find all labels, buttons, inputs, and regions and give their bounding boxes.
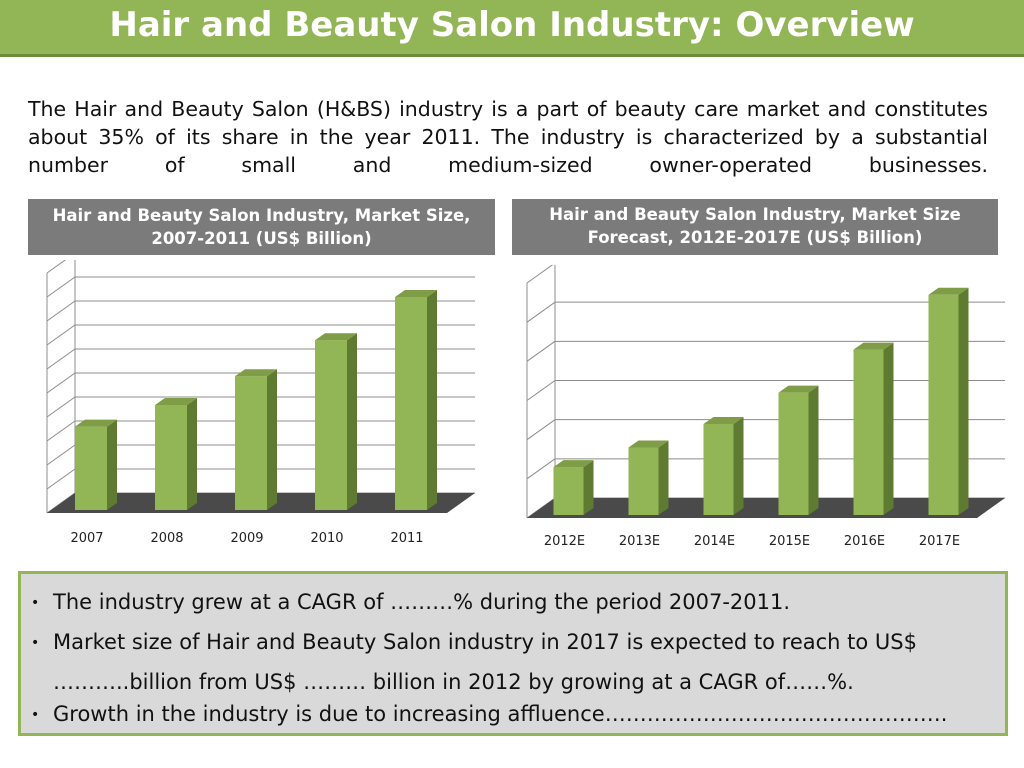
bullet-glyph: • — [31, 595, 40, 611]
bar-2009 — [235, 369, 277, 510]
bar-2007 — [75, 419, 117, 510]
intro-paragraph: The Hair and Beauty Salon (H&BS) industr… — [28, 97, 988, 177]
bullet-2-text-cont: ………..billion from US$ ……… billion in 201… — [53, 670, 854, 694]
bar-side — [107, 419, 117, 510]
gridline-side — [46, 372, 76, 394]
gridline-side — [46, 396, 76, 418]
x-tick-label: 2012E — [544, 534, 585, 549]
gridline-side — [526, 458, 556, 480]
gridline-side — [526, 301, 556, 323]
bullet-glyph: • — [31, 635, 40, 651]
chart-left-title: Hair and Beauty Salon Industry, Market S… — [28, 199, 495, 255]
gridline-side — [46, 420, 76, 442]
x-tick-label: 2011 — [390, 531, 423, 546]
bullet-2: • Market size of Hair and Beauty Salon in… — [31, 630, 917, 654]
bullet-1-text: The industry grew at a CAGR of ………% duri… — [53, 590, 791, 614]
bar-top — [155, 398, 197, 405]
bar-front — [628, 447, 659, 515]
bar-top — [395, 290, 437, 297]
bar-side — [187, 398, 197, 510]
bar-side — [583, 460, 594, 515]
bar-front — [75, 426, 107, 510]
bullet-1: • The industry grew at a CAGR of ………% dur… — [31, 590, 790, 614]
bar-top — [628, 440, 669, 448]
market-forecast-chart: 2012E 2013E 2014E 2015E 2016E 2017E — [526, 265, 1005, 549]
bar-front — [928, 294, 959, 515]
x-tick-label: 2013E — [619, 534, 660, 549]
x-tick-label: 2017E — [919, 534, 960, 549]
page-title: Hair and Beauty Salon Industry: Overview — [109, 5, 915, 45]
bar-2014E — [703, 417, 744, 515]
x-tick-label: 2016E — [844, 534, 885, 549]
chart-right-title: Hair and Beauty Salon Industry, Market S… — [512, 199, 998, 255]
bar-top — [315, 333, 357, 341]
bar-side — [733, 417, 744, 515]
bar-side — [808, 385, 819, 515]
x-tick-label: 2015E — [769, 534, 810, 549]
gridline-side — [46, 324, 76, 346]
bar-2012E — [553, 460, 594, 515]
gridline-side — [46, 444, 76, 466]
bar-2016E — [853, 342, 894, 515]
bar-front — [553, 467, 584, 515]
bar-side — [883, 342, 894, 515]
bullet-panel: • The industry grew at a CAGR of ………% dur… — [18, 571, 1008, 736]
bar-front — [155, 405, 187, 510]
bullet-2-continuation: ………..billion from US$ ……… billion in 201… — [53, 670, 854, 694]
gridline-side — [526, 419, 556, 441]
bar-top — [703, 417, 744, 424]
x-tick-label: 2009 — [230, 531, 263, 546]
gridline-side — [46, 348, 76, 370]
bar-side — [658, 440, 669, 515]
x-tick-label: 2008 — [150, 531, 183, 546]
bar-2011 — [395, 290, 437, 510]
bar-top — [778, 385, 819, 393]
bar-front — [778, 392, 809, 515]
bar-side — [427, 290, 437, 510]
bar-top — [235, 369, 277, 377]
bar-front — [235, 376, 267, 510]
bar-side — [958, 287, 969, 515]
x-tick-label: 2007 — [70, 531, 103, 546]
bar-2017E — [928, 287, 969, 515]
gridline-side — [46, 468, 76, 490]
bullet-2-text: Market size of Hair and Beauty Salon ind… — [53, 630, 917, 654]
x-tick-label: 2010 — [310, 531, 343, 546]
bar-2010 — [315, 333, 357, 510]
bullet-3: • Growth in the industry is due to increa… — [31, 702, 947, 726]
bar-front — [703, 424, 734, 515]
bar-2008 — [155, 398, 197, 510]
x-tick-label: 2014E — [694, 534, 735, 549]
bullet-3-text: Growth in the industry is due to increas… — [53, 702, 948, 726]
bar-front — [315, 340, 347, 510]
market-size-chart: 2007 2008 2009 2010 2011 — [46, 260, 475, 546]
gridline-side — [526, 340, 556, 362]
bar-2015E — [778, 385, 819, 515]
bar-top — [853, 342, 894, 350]
gridline-side — [46, 300, 76, 322]
gridline-side — [46, 260, 67, 274]
bar-top — [928, 287, 969, 295]
bullet-glyph: • — [31, 707, 40, 723]
bar-side — [267, 369, 277, 510]
gridline-side — [526, 380, 556, 401]
bar-top — [75, 419, 117, 427]
title-bar: Hair and Beauty Salon Industry: Overview — [0, 0, 1024, 57]
gridline-side — [46, 276, 76, 298]
bar-2013E — [628, 440, 669, 515]
bar-front — [853, 349, 884, 515]
gridline-side — [526, 265, 554, 284]
bar-top — [553, 460, 594, 468]
bar-side — [347, 333, 357, 510]
bar-front — [395, 297, 427, 510]
